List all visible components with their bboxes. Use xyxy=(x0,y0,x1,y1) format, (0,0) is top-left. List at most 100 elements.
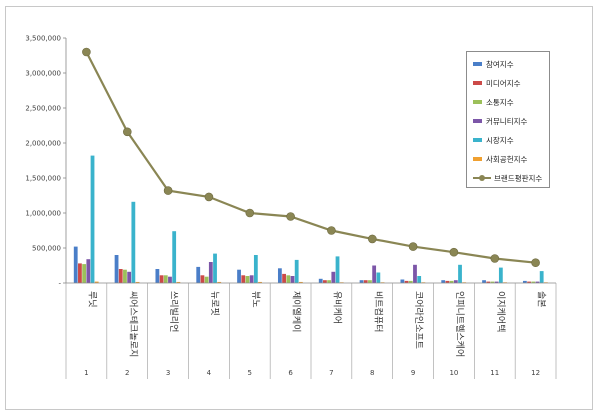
y-tick-label: 3,000,000 xyxy=(25,70,61,78)
legend-swatch xyxy=(473,100,482,104)
x-category-label: 솔본 xyxy=(536,291,547,308)
bar xyxy=(217,281,222,283)
bar xyxy=(155,269,160,283)
bar xyxy=(200,275,205,283)
line-point xyxy=(408,242,418,251)
line-point xyxy=(286,212,295,221)
y-tick-label: 3,500,000 xyxy=(25,35,61,43)
y-tick-label: 1,500,000 xyxy=(25,175,61,183)
line-point xyxy=(204,192,214,202)
bar xyxy=(123,269,127,283)
legend-swatch xyxy=(473,174,491,182)
bar xyxy=(363,280,368,283)
line-point xyxy=(531,258,540,268)
bar xyxy=(298,281,303,283)
bar xyxy=(286,275,291,283)
bar xyxy=(213,253,217,283)
legend-label: 소통지수 xyxy=(486,97,514,107)
x-category-label: 유비케어 xyxy=(331,291,342,324)
bar xyxy=(127,271,132,283)
bar xyxy=(290,276,295,283)
legend-swatch xyxy=(473,81,482,85)
bar xyxy=(176,281,181,283)
bar xyxy=(118,269,123,283)
bar xyxy=(408,280,413,283)
bar xyxy=(78,263,82,283)
legend-item: 브랜드평판지수 xyxy=(473,172,542,184)
bar xyxy=(486,281,491,283)
x-category-number: 7 xyxy=(329,369,333,377)
bar xyxy=(445,280,450,283)
x-category-number: 4 xyxy=(207,369,212,377)
legend-item: 사회공헌지수 xyxy=(473,153,527,165)
x-category-number: 2 xyxy=(125,369,129,377)
bar xyxy=(335,256,340,283)
x-category-number: 8 xyxy=(370,369,374,377)
bar xyxy=(417,276,422,283)
bar xyxy=(331,271,336,283)
bar xyxy=(241,275,246,283)
bar xyxy=(73,246,78,283)
bar xyxy=(376,272,381,283)
x-category-label: 인피니트헬스케어 xyxy=(454,291,465,357)
bar xyxy=(458,264,462,283)
bar xyxy=(449,280,454,283)
bar xyxy=(258,281,262,283)
bar xyxy=(490,281,495,283)
bar xyxy=(359,280,364,283)
bar xyxy=(82,264,87,283)
bar xyxy=(498,267,503,283)
x-category-label: 씨어스테크놀로지 xyxy=(127,291,138,357)
line-point xyxy=(163,186,173,195)
x-category-label: 제이엘케이 xyxy=(291,291,302,332)
legend-label: 커뮤니티지수 xyxy=(486,116,528,126)
bar xyxy=(277,268,282,283)
line-point xyxy=(367,234,377,244)
legend-swatch xyxy=(473,138,482,142)
series-line xyxy=(85,51,536,264)
line-point xyxy=(82,47,91,57)
x-category-label: 뷰노 xyxy=(250,291,261,308)
x-category-number: 11 xyxy=(490,369,499,377)
bar xyxy=(327,280,332,283)
legend-item: 커뮤니티지수 xyxy=(473,115,527,127)
y-tick-label: - xyxy=(58,280,61,288)
bar xyxy=(253,255,258,283)
bar xyxy=(372,265,377,283)
bar xyxy=(204,276,209,283)
bar xyxy=(282,273,286,283)
bar xyxy=(531,281,536,283)
bar xyxy=(539,271,544,283)
bar xyxy=(494,281,499,283)
y-tick-label: 1,000,000 xyxy=(25,210,61,218)
line-point xyxy=(123,127,132,137)
bar xyxy=(527,281,531,283)
x-category-label: 이지케어텍 xyxy=(495,291,506,332)
bar xyxy=(368,280,372,283)
x-category-label: 뉴로핏 xyxy=(209,291,220,316)
x-category-number: 5 xyxy=(248,369,252,377)
legend-item: 미디어지수 xyxy=(473,77,521,89)
line-point xyxy=(327,226,336,235)
legend-item: 참여지수 xyxy=(473,58,514,70)
legend-label: 시장지수 xyxy=(486,135,514,145)
x-category-label: 쓰리빌리언 xyxy=(168,291,180,332)
x-category-number: 9 xyxy=(411,369,415,377)
bar xyxy=(208,262,213,283)
legend-label: 참여지수 xyxy=(486,59,514,69)
bar xyxy=(318,278,323,283)
bar xyxy=(94,281,99,283)
y-tick-label: 500,000 xyxy=(32,245,61,253)
bar xyxy=(114,255,119,283)
legend-item: 소통지수 xyxy=(473,96,514,108)
x-category-number: 12 xyxy=(531,369,540,377)
bar xyxy=(453,280,458,283)
bar xyxy=(196,266,201,283)
bar xyxy=(135,281,140,283)
legend-label: 미디어지수 xyxy=(486,78,521,88)
x-category-label: 코어라인소프트 xyxy=(413,291,424,349)
bar xyxy=(86,259,91,283)
bar xyxy=(441,280,446,283)
x-category-label: 루닛 xyxy=(86,291,97,308)
